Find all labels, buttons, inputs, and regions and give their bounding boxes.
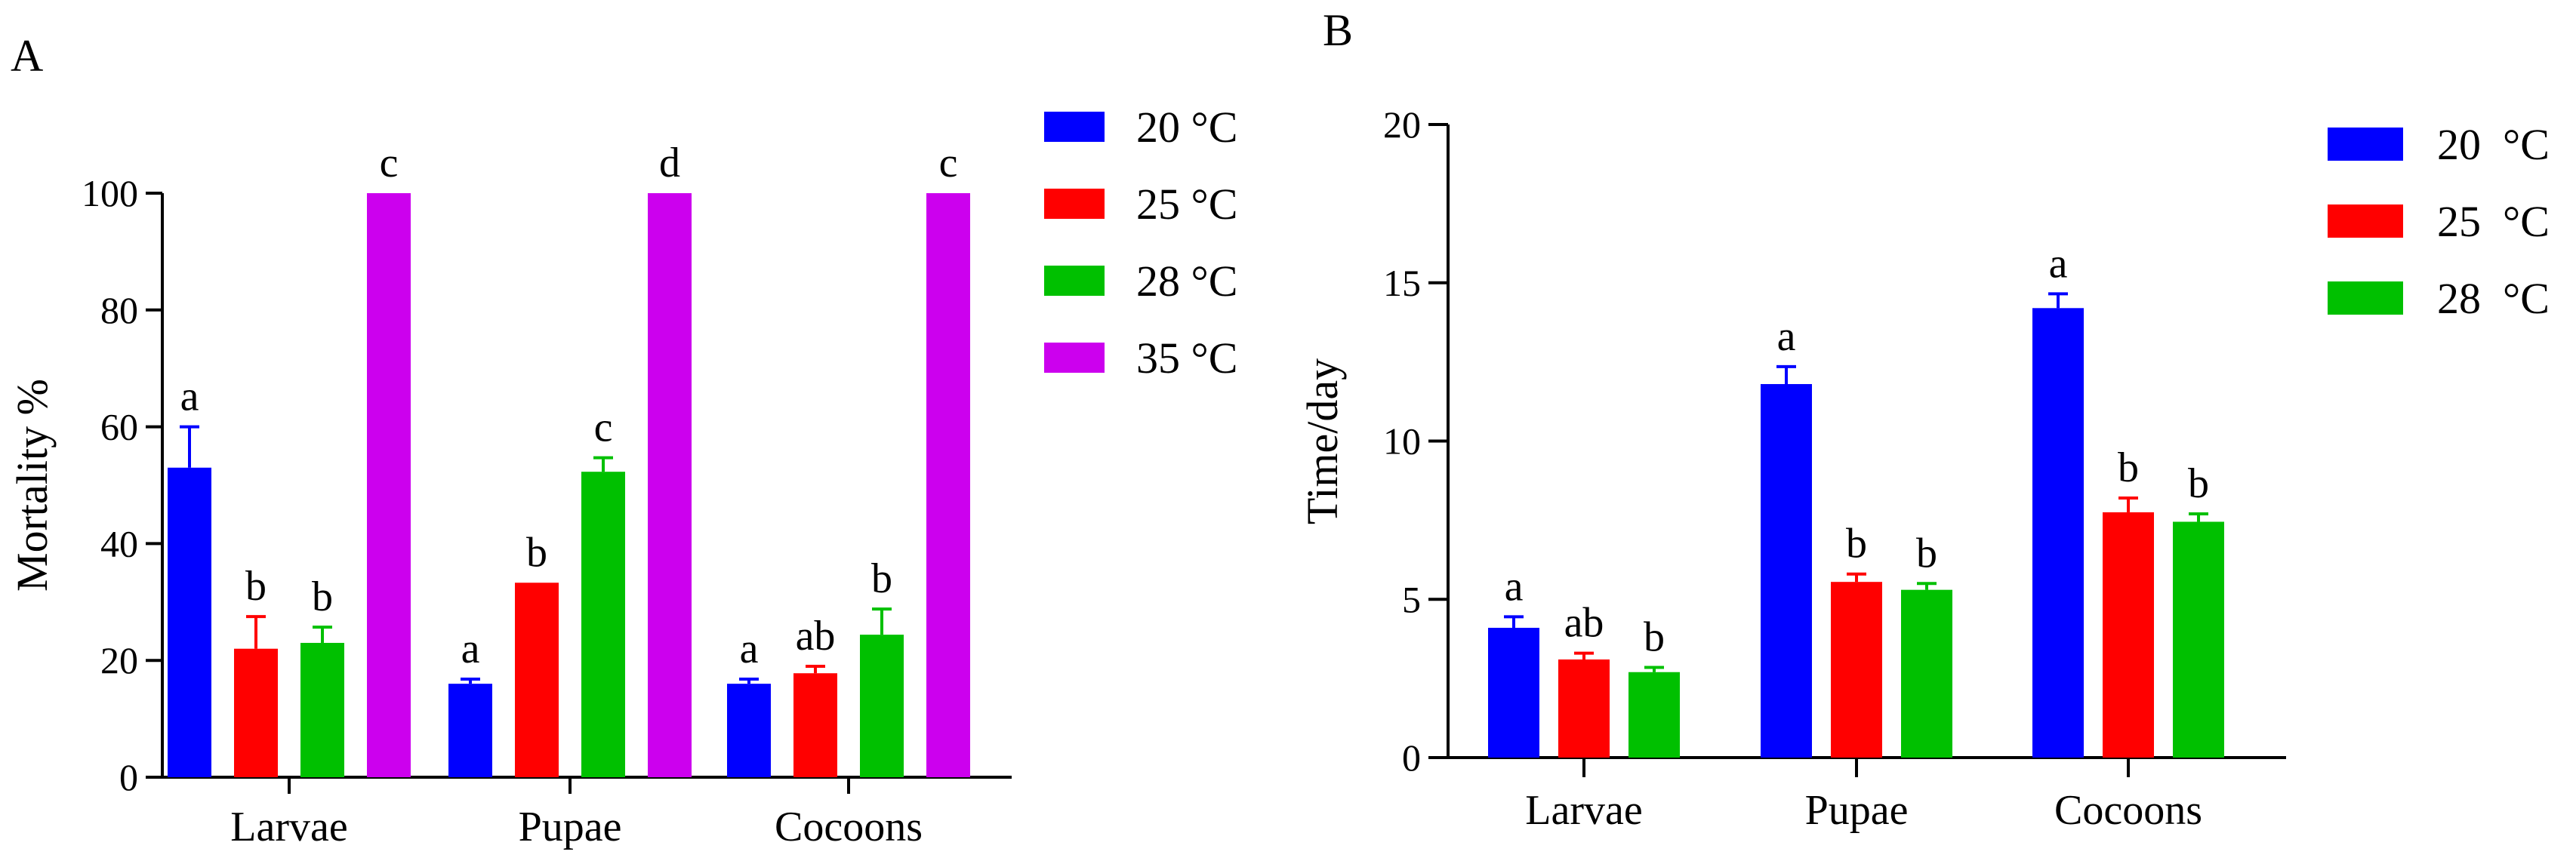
bar — [1761, 383, 1812, 758]
significance-letter: b — [871, 555, 892, 602]
significance-letter: b — [2118, 444, 2139, 491]
bar — [2103, 512, 2154, 758]
significance-letter: d — [659, 140, 680, 186]
bar — [515, 583, 559, 777]
y-tick-label: 5 — [1402, 578, 1421, 620]
bar — [648, 193, 692, 777]
significance-letter: a — [2049, 240, 2068, 287]
significance-letter: ab — [796, 613, 836, 659]
legend-label: 20 °C — [2437, 120, 2550, 169]
bar — [1901, 589, 1952, 758]
legend-swatch — [2328, 204, 2403, 238]
bar — [793, 673, 837, 777]
legend-label: 28 °C — [1136, 257, 1237, 306]
significance-letter: b — [2188, 460, 2209, 507]
significance-letter: c — [380, 140, 399, 186]
significance-letter: b — [1916, 530, 1937, 576]
significance-letter: b — [1644, 613, 1665, 660]
bar — [448, 684, 492, 777]
legend-label: 20 °C — [1136, 103, 1237, 152]
bar — [1558, 659, 1610, 758]
bar — [168, 467, 211, 777]
legend-swatch — [1044, 189, 1105, 219]
bar — [1488, 628, 1539, 758]
significance-letter: b — [1846, 521, 1867, 567]
significance-letter: ab — [1564, 600, 1604, 647]
legend-label: 35 °C — [1136, 334, 1237, 383]
y-tick-label: 15 — [1383, 262, 1421, 304]
y-axis-title: Time/day — [1298, 358, 1347, 524]
y-tick-label: 40 — [100, 522, 138, 564]
legend-swatch — [1044, 112, 1105, 142]
bar — [367, 193, 411, 777]
y-tick-label: 20 — [100, 639, 138, 681]
bar — [1831, 582, 1882, 758]
y-tick-label: 80 — [100, 289, 138, 331]
panel-label: A — [11, 31, 43, 81]
y-tick-label: 20 — [1383, 103, 1421, 146]
y-tick-label: 60 — [100, 406, 138, 448]
legend-label: 28 °C — [2437, 274, 2550, 323]
significance-letter: c — [594, 404, 613, 451]
legend-swatch — [2328, 128, 2403, 161]
bar — [234, 648, 278, 777]
category-label: Pupae — [1805, 787, 1909, 834]
significance-letter: b — [245, 563, 267, 610]
y-tick-label: 0 — [119, 756, 138, 798]
significance-letter: a — [740, 626, 759, 672]
significance-letter: a — [1777, 313, 1796, 360]
legend-swatch — [1044, 266, 1105, 296]
significance-letter: b — [312, 573, 333, 620]
bar — [727, 684, 771, 777]
significance-letter: c — [939, 140, 958, 186]
legend-label: 25 °C — [1136, 180, 1237, 229]
bar — [926, 193, 970, 777]
bar — [1628, 672, 1680, 758]
category-label: Larvae — [1525, 787, 1642, 834]
y-tick-label: 10 — [1383, 420, 1421, 463]
y-tick-label: 100 — [82, 172, 138, 214]
bar — [2032, 308, 2084, 758]
bar — [300, 642, 344, 777]
legend-swatch — [1044, 343, 1105, 373]
panel-a-mortality-chart: A 0 20 40 60 80 100 Mortality % Larvae Pupae Cocoo… — [8, 31, 1237, 850]
legend-label: 25 °C — [2437, 197, 2550, 246]
bar — [2173, 521, 2224, 758]
bar — [581, 472, 625, 777]
category-label: Pupae — [519, 804, 622, 850]
significance-letter: a — [461, 626, 480, 672]
bar — [860, 635, 904, 777]
legend-swatch — [2328, 281, 2403, 315]
panel-label: B — [1323, 5, 1353, 55]
significance-letter: b — [526, 529, 547, 576]
y-tick-label: 0 — [1402, 736, 1421, 779]
category-label: Cocoons — [775, 804, 923, 850]
category-label: Larvae — [230, 804, 347, 850]
y-axis-title: Mortality % — [8, 379, 57, 592]
significance-letter: a — [1505, 563, 1524, 610]
significance-letter: a — [180, 374, 199, 420]
category-label: Cocoons — [2054, 787, 2202, 834]
